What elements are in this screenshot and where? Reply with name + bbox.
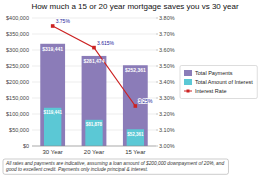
footnote-frame (3, 159, 228, 174)
x-tick-label: 20 Year (84, 149, 104, 155)
y-tick-label: $250,000 (6, 63, 29, 69)
y2-tick (156, 114, 158, 115)
y-tick-label: $350,000 (6, 31, 29, 37)
y2-tick-label: 3.60% (159, 47, 175, 53)
rate-marker (51, 24, 55, 28)
y-tick-label: $400,000 (6, 15, 29, 21)
marks (40, 24, 147, 146)
bar (123, 65, 148, 146)
rate-marker (92, 46, 96, 50)
legend-swatch (187, 90, 190, 93)
bar (82, 56, 107, 146)
bar-label: $81,878 (86, 122, 103, 127)
y2-tick (156, 98, 158, 99)
legend: Total Payments Total Amount of Interest In… (180, 66, 257, 99)
bar (85, 120, 102, 146)
rate-label: 3.615% (97, 40, 115, 46)
y-tick-label: $150,000 (6, 95, 29, 101)
data-labels: $319,441 $281,474 $252,361 $119,441 $81,878 $… (42, 18, 153, 137)
legend-label: Total Amount of Interest (195, 79, 253, 85)
legend-frame (180, 66, 257, 99)
title: How much a 15 or 20 year mortgage saves … (31, 2, 239, 11)
y2-tick-label: 3.70% (159, 31, 175, 37)
grid-line (32, 34, 156, 35)
legend-swatch (184, 70, 192, 76)
x-tick-label: 15 Year (125, 149, 145, 155)
y2-tick (156, 18, 158, 19)
rate-marker (134, 104, 138, 108)
footnote-text: All rates and payments are indicative, a… (5, 161, 224, 172)
footnote: All rates and payments are indicative, a… (3, 159, 228, 174)
footnote-line: All rates and payments are indicative, a… (5, 161, 224, 166)
y2-tick-label: 3.20% (159, 111, 175, 117)
y-tick-label: $200,000 (6, 79, 29, 85)
y2-tick-label: 3.10% (159, 127, 175, 133)
bar-label: $52,361 (127, 132, 144, 137)
y2-tick-label: 3.50% (159, 63, 175, 69)
y2-tick-label: 3.00% (159, 143, 175, 149)
rate-line (53, 26, 136, 106)
y-tick-label: $0 (23, 143, 29, 149)
rate-label: 3.25% (138, 98, 153, 104)
legend-label: Total Payments (195, 70, 233, 76)
y2-tick (156, 130, 158, 131)
rate-label: 3.75% (56, 18, 71, 24)
bar-label: $319,441 (42, 46, 63, 52)
y2-tick (156, 82, 158, 83)
x-tick-label: 30 Year (42, 149, 62, 155)
y2-tick (156, 146, 158, 147)
bar-label: $252,361 (125, 67, 146, 73)
bar (127, 129, 144, 146)
y2-tick (156, 66, 158, 67)
y2-tick (156, 34, 158, 35)
x-axis (32, 146, 156, 147)
legend-swatch (184, 91, 192, 92)
chart: How much a 15 or 20 year mortgage saves … (0, 0, 270, 187)
grid-line (32, 18, 156, 19)
legend-swatch (184, 79, 192, 85)
y2-tick-label: 3.30% (159, 95, 175, 101)
bar-label: $281,474 (84, 58, 105, 64)
y2-tick-label: 3.80% (159, 15, 175, 21)
legend-label: Interest Rate (195, 88, 227, 94)
y-tick-label: $50,000 (9, 127, 29, 133)
footnote-line: good to excellent credit. Payments only … (6, 167, 148, 172)
y-tick-label: $300,000 (6, 47, 29, 53)
y2-tick (156, 50, 158, 51)
bar (40, 44, 65, 146)
bar-label: $119,441 (43, 110, 62, 115)
y-tick-label: $100,000 (6, 111, 29, 117)
y2-tick-label: 3.40% (159, 79, 175, 85)
